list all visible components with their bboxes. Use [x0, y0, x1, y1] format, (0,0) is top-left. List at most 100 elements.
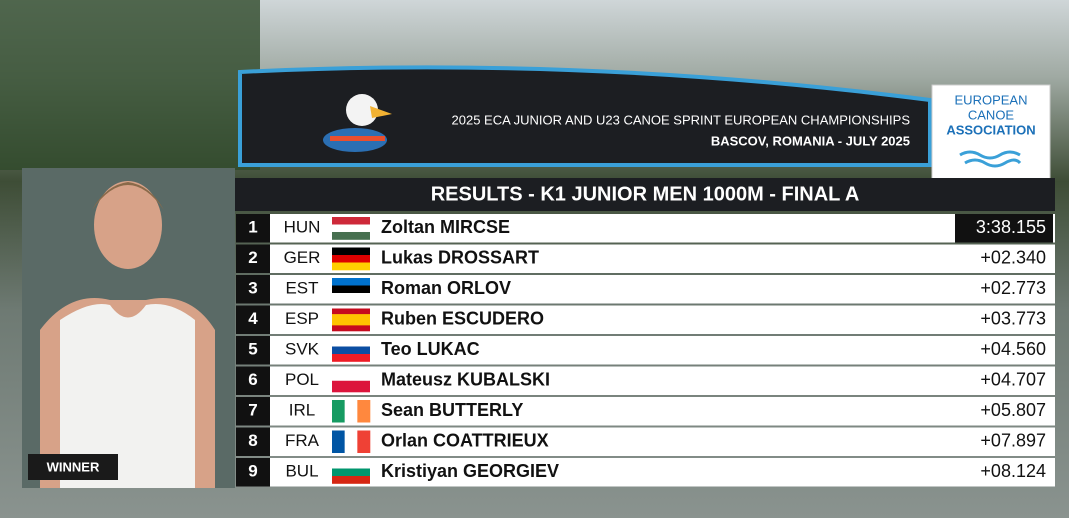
rank: 4 [248, 309, 258, 328]
row-background [236, 458, 1055, 487]
logo-waves [959, 150, 1022, 168]
athlete-name: Teo LUKAC [381, 339, 480, 359]
country-code: ESP [285, 309, 319, 328]
flag-stripe [332, 255, 370, 263]
flag-stripe [344, 430, 358, 453]
flag-stripe [332, 262, 370, 271]
rank: 3 [248, 279, 257, 298]
winner-label: WINNER [47, 459, 100, 474]
result-row: 6 POL Mateusz KUBALSKI +04.707 [236, 366, 1055, 395]
logo-text: ASSOCIATION [946, 122, 1035, 137]
time-box [955, 214, 1053, 243]
country-code: IRL [289, 401, 315, 420]
event-venue: BASCOV, ROMANIA - JULY 2025 [711, 133, 910, 148]
results-table: 1 HUN Zoltan MIRCSE 3:38.155 2 GER Lukas DROSS… [236, 214, 1055, 487]
flag-stripe [332, 369, 370, 382]
country-code: GER [284, 248, 321, 267]
flag-stripe [344, 400, 358, 423]
result-row: 1 HUN Zoltan MIRCSE 3:38.155 [236, 214, 1055, 243]
results-title: RESULTS - K1 JUNIOR MEN 1000M - FINAL A [431, 183, 860, 205]
title-bar [235, 178, 1055, 211]
rank-box [236, 458, 270, 487]
row-background [236, 305, 1055, 334]
rank: 5 [248, 340, 257, 359]
country-code: BUL [285, 462, 318, 481]
flag-stripe [332, 346, 370, 355]
result-time: +02.773 [980, 278, 1046, 298]
flag-stripe [332, 430, 345, 453]
flag-stripe [332, 400, 345, 423]
athlete-name: Roman ORLOV [381, 278, 511, 298]
athlete-photo [40, 181, 215, 488]
athlete-name: Sean BUTTERLY [381, 400, 523, 420]
country-code: FRA [285, 431, 320, 450]
flag-stripe [332, 339, 370, 347]
flag-stripe [332, 325, 370, 332]
flag-stripe [332, 314, 370, 321]
rank-box [236, 275, 270, 304]
result-time: +07.897 [980, 431, 1046, 451]
row-background [236, 366, 1055, 395]
flag-stripe [332, 278, 370, 286]
flag-stripe [332, 308, 370, 315]
athlete-name: Ruben ESCUDERO [381, 309, 544, 329]
athlete-name: Orlan COATTRIEUX [381, 431, 549, 451]
athlete-name: Kristiyan GEORGIEV [381, 461, 559, 481]
flag-stripe [357, 400, 371, 423]
logo-text: CANOE [968, 107, 1015, 122]
winner-badge [28, 454, 118, 480]
rank-box [236, 214, 270, 243]
rank: 8 [248, 431, 257, 450]
row-background [236, 244, 1055, 273]
result-row: 8 FRA Orlan COATTRIEUX +07.897 [236, 427, 1055, 456]
flag-stripe [332, 217, 370, 225]
flag-stripe [332, 354, 370, 362]
country-code: EST [285, 279, 318, 298]
result-time: 3:38.155 [976, 217, 1046, 237]
rank: 6 [248, 370, 257, 389]
result-row: 3 EST Roman ORLOV +02.773 [236, 275, 1055, 304]
result-time: +04.707 [980, 370, 1046, 390]
rank-box [236, 336, 270, 365]
result-time: +03.773 [980, 309, 1046, 329]
result-row: 5 SVK Teo LUKAC +04.560 [236, 336, 1055, 365]
result-row: 7 IRL Sean BUTTERLY +05.807 [236, 397, 1055, 426]
row-background [236, 275, 1055, 304]
rank: 9 [248, 462, 257, 481]
rank-box [236, 244, 270, 273]
row-background [236, 214, 1055, 243]
trees [0, 0, 260, 170]
header-banner [238, 65, 932, 167]
row-background [236, 397, 1055, 426]
rank-box [236, 427, 270, 456]
result-time: +04.560 [980, 339, 1046, 359]
flag-stripe [332, 476, 370, 484]
flag-stripe [357, 430, 371, 453]
result-time: +08.124 [980, 461, 1046, 481]
athlete-name: Mateusz KUBALSKI [381, 370, 550, 390]
rank-box [236, 366, 270, 395]
flag-stripe [332, 461, 370, 469]
logo-text: EUROPEAN [955, 92, 1028, 107]
rank: 7 [248, 401, 257, 420]
result-time: +05.807 [980, 400, 1046, 420]
country-code: SVK [285, 340, 320, 359]
rank-box [236, 305, 270, 334]
flag-stripe [332, 224, 370, 233]
athlete-name: Lukas DROSSART [381, 248, 539, 268]
event-name: 2025 ECA JUNIOR AND U23 CANOE SPRINT EUR… [452, 112, 911, 127]
flag-stripe [332, 468, 370, 477]
row-background [236, 427, 1055, 456]
mascot [323, 94, 392, 152]
rank: 2 [248, 248, 257, 267]
country-code: HUN [284, 218, 321, 237]
result-row: 4 ESP Ruben ESCUDERO +03.773 [236, 305, 1055, 334]
flag-stripe [332, 232, 370, 240]
athlete-name: Zoltan MIRCSE [381, 217, 510, 237]
flag-stripe [332, 319, 370, 326]
flag-stripe [332, 293, 370, 301]
country-code: POL [285, 370, 319, 389]
result-row: 2 GER Lukas DROSSART +02.340 [236, 244, 1055, 273]
rank-box [236, 397, 270, 426]
